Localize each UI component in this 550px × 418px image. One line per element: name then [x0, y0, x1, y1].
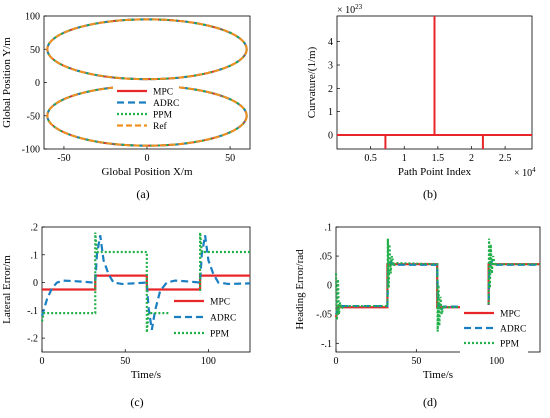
- chart-d-legend-label-adrc: ADRC: [500, 325, 526, 335]
- chart-panel-d: Time/s Heading Error/rad (d) 0 50 100 -.1 -.…: [294, 223, 541, 409]
- chart-c-legend-label-ppm: PPM: [210, 330, 230, 340]
- chart-a-ytick-label: -50: [27, 111, 40, 122]
- chart-c-xlabel: Time/s: [131, 369, 161, 381]
- chart-c-ytick-label: -.1: [27, 306, 38, 317]
- chart-a-legend-label-adrc: ADRC: [153, 99, 179, 109]
- chart-b-ytick-label: 4: [328, 37, 333, 48]
- chart-panel-c: Time/s Lateral Error/m (c) 0 50 100 -.2 -.1 0…: [1, 223, 251, 409]
- chart-a-ytick-label: 0: [35, 78, 40, 89]
- chart-c-caption: (c): [130, 395, 143, 409]
- chart-panel-b: Path Point Index Curvature/(1/m) × 1023 …: [306, 3, 536, 201]
- chart-d-xtick-label: 100: [489, 356, 504, 367]
- chart-a-ytick-label: 50: [30, 45, 40, 56]
- chart-a-xlabel: Global Position X/m: [101, 166, 193, 178]
- chart-c-xtick-label: 100: [201, 356, 216, 367]
- chart-d-ytick-label: 0: [327, 281, 332, 292]
- chart-a-ytick-label: 100: [25, 12, 40, 23]
- chart-b-y-exponent-base: × 10: [337, 5, 355, 16]
- chart-d-legend-label-mpc: MPC: [500, 310, 520, 320]
- chart-b-xtick-label: 1: [402, 153, 407, 164]
- chart-c-legend-label-adrc: ADRC: [210, 314, 236, 324]
- chart-c-xtick-label: 0: [40, 356, 45, 367]
- chart-c-series-adrc: [40, 235, 251, 330]
- chart-a-legend-label-mpc: MPC: [153, 88, 173, 98]
- chart-b-ylabel: Curvature/(1/m): [306, 46, 318, 118]
- chart-d-legend-label-ppm: PPM: [500, 340, 520, 350]
- chart-d-ytick-label: -.1: [321, 339, 332, 350]
- chart-d-xtick-label: 50: [411, 356, 421, 367]
- chart-b-y-exponent-power: 23: [355, 3, 363, 11]
- chart-b-ytick-label: 1: [328, 107, 333, 118]
- chart-b-caption: (b): [423, 187, 437, 201]
- chart-c-xtick-label: 50: [120, 356, 130, 367]
- chart-a-legend-label-ppm: PPM: [153, 111, 173, 121]
- chart-d-ytick-label: -.05: [316, 310, 332, 321]
- chart-c-ytick-label: 0: [33, 278, 38, 289]
- chart-a-ytick-label: -100: [22, 145, 40, 156]
- chart-d-xlabel: Time/s: [423, 369, 453, 381]
- chart-b-ytick-label: 0: [328, 131, 333, 142]
- chart-c-series-ppm: [40, 232, 250, 333]
- chart-a-caption: (a): [136, 187, 149, 201]
- chart-d-ylabel: Heading Error/rad: [294, 249, 306, 330]
- chart-b-x-exponent: × 104: [514, 166, 536, 179]
- chart-d-ytick-label: .05: [320, 252, 333, 263]
- chart-d-caption: (d): [423, 395, 437, 409]
- chart-b-xtick-label: 1.5: [432, 153, 445, 164]
- chart-b-xtick-label: 2: [469, 153, 474, 164]
- chart-a-ylabel: Global Position Y/m: [1, 37, 13, 128]
- chart-a-trajectory-ref: [46, 18, 248, 81]
- chart-d-frame: [335, 226, 541, 353]
- chart-c-ylabel: Lateral Error/m: [1, 255, 13, 324]
- chart-a-xtick-label: 50: [225, 153, 235, 164]
- chart-c-legend-label-mpc: MPC: [210, 298, 230, 308]
- chart-panel-a: Global Position X/m Global Position Y/m …: [1, 12, 251, 201]
- chart-b-ytick-label: 2: [328, 84, 333, 95]
- chart-c-ytick-label: .1: [31, 250, 39, 261]
- chart-b-ytick-label: 3: [328, 61, 333, 72]
- chart-b-xlabel: Path Point Index: [398, 166, 472, 178]
- chart-d-ytick-label: .1: [325, 223, 333, 234]
- chart-d-xtick-label: 0: [334, 356, 339, 367]
- chart-a-xtick-label: 0: [145, 153, 150, 164]
- chart-b-x-exponent-base: × 10: [514, 168, 532, 179]
- chart-a-legend-label-ref: Ref: [153, 121, 168, 132]
- chart-b-y-exponent: × 1023: [337, 3, 363, 16]
- chart-a-xtick-label: -50: [57, 153, 70, 164]
- chart-c-ytick-label: -.2: [27, 334, 38, 345]
- chart-b-xtick-label: 0.5: [364, 153, 377, 164]
- chart-b-xtick-label: 2.5: [499, 153, 512, 164]
- chart-c-ytick-label: .2: [31, 223, 39, 234]
- chart-b-x-exponent-power: 4: [532, 166, 536, 174]
- chart-d-series-ppm: [334, 238, 540, 332]
